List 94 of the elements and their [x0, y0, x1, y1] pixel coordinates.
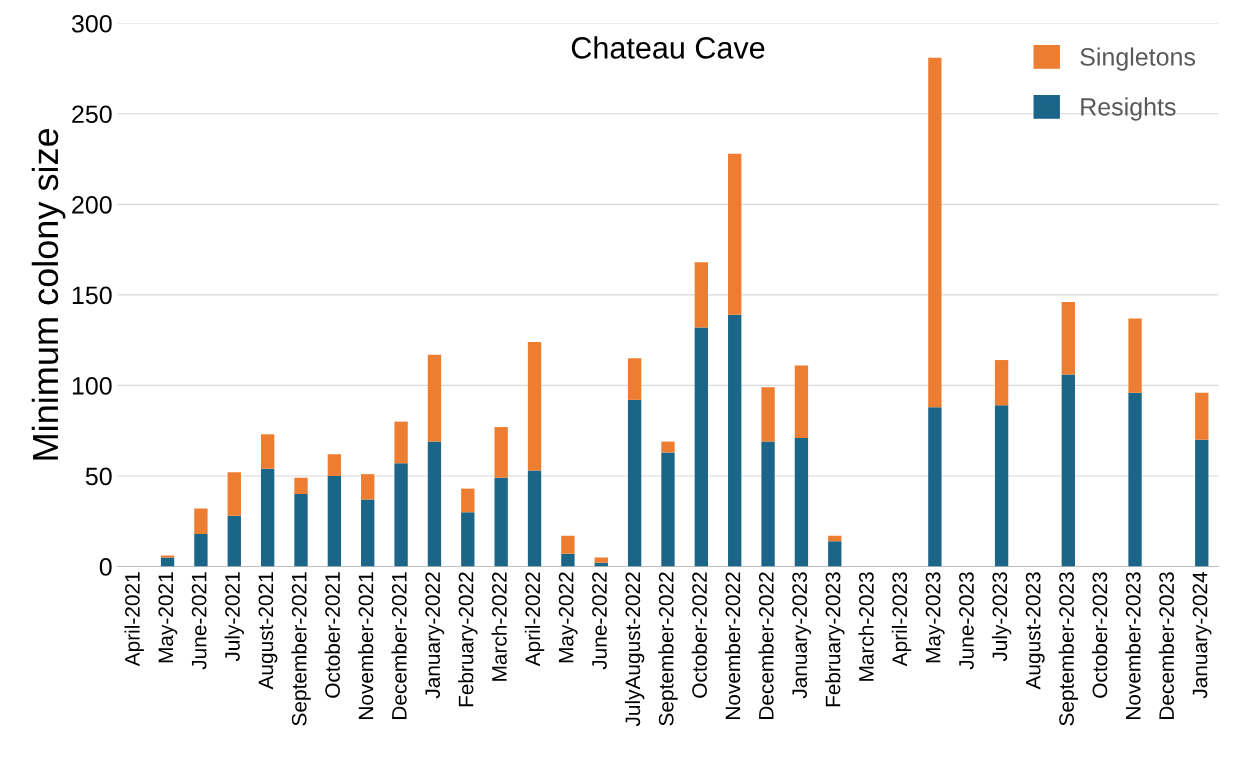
bar — [461, 488, 475, 513]
bar — [828, 541, 842, 567]
bar — [461, 512, 475, 567]
legend-label: Singletons — [1080, 47, 1196, 71]
x-tick-label: February-2023 — [825, 572, 845, 707]
x-tick-label: September-2023 — [1058, 572, 1079, 726]
x-tick-label: October-2021 — [324, 572, 340, 698]
x-tick-label: August-2021 — [258, 572, 278, 690]
bar — [260, 434, 275, 469]
bar — [928, 57, 942, 408]
bar — [361, 474, 375, 500]
x-tick-label: March-2023 — [858, 572, 874, 681]
x-tick-label: September-2021 — [291, 572, 311, 726]
x-tick-label: June-2021 — [191, 572, 207, 670]
bar — [1128, 318, 1142, 393]
x-tick-label: March-2022 — [491, 572, 507, 681]
x-tick-label: July-2023 — [991, 572, 1012, 662]
bar — [294, 477, 308, 495]
y-tick-label: 200 — [72, 195, 112, 214]
bar — [794, 437, 809, 567]
bar — [527, 341, 542, 471]
x-tick-label: January-2024 — [1192, 571, 1212, 699]
bar — [561, 535, 575, 554]
bar — [327, 454, 342, 476]
x-tick-label: September-2022 — [658, 572, 678, 726]
y-tick-label: 100 — [72, 377, 112, 395]
bar — [227, 472, 241, 516]
y-tick-label: 50 — [85, 467, 112, 486]
x-tick-label: May-2021 — [158, 572, 178, 663]
x-tick-label: November-2021 — [358, 572, 374, 719]
bar — [294, 494, 308, 567]
chart-title: Chateau Cave — [571, 36, 765, 59]
bar — [627, 399, 642, 567]
x-tick-label: October-2023 — [1091, 572, 1108, 698]
bar — [1195, 392, 1209, 440]
bar — [194, 508, 208, 534]
bar — [627, 358, 642, 400]
bar — [728, 314, 742, 567]
x-tick-label: February-2022 — [458, 572, 478, 707]
bar — [728, 153, 742, 315]
x-tick-label: December-2021 — [391, 572, 407, 719]
bar — [561, 553, 575, 567]
x-tick-label: November-2022 — [724, 572, 741, 719]
x-tick-label: November-2023 — [1125, 572, 1141, 719]
x-tick-label: October-2022 — [691, 572, 707, 698]
bar — [1061, 302, 1075, 375]
x-tick-label: June-2023 — [959, 572, 974, 670]
x-tick-label: December-2022 — [758, 572, 774, 719]
bar — [661, 441, 675, 453]
x-tick-label: January-2023 — [792, 572, 812, 699]
y-tick-label: 300 — [71, 14, 112, 33]
bar — [227, 515, 241, 567]
bar — [928, 407, 942, 567]
x-tick-label: July-2021 — [224, 572, 244, 662]
bar — [828, 535, 842, 542]
bar — [994, 360, 1009, 406]
bar — [694, 262, 709, 328]
legend-label: Resights — [1081, 97, 1176, 121]
x-tick-label: January-2022 — [425, 572, 445, 699]
bar — [794, 365, 809, 438]
x-tick-label: JulyAugust-2022 — [624, 572, 645, 727]
x-tick-label: April-2023 — [891, 572, 912, 667]
bar — [494, 477, 508, 567]
bar — [1061, 374, 1075, 567]
bar — [160, 557, 175, 567]
bar — [761, 441, 775, 567]
bar — [594, 557, 608, 563]
bar — [260, 468, 275, 567]
x-tick-label: May-2023 — [925, 572, 945, 663]
bar — [994, 405, 1009, 567]
bar — [394, 463, 408, 567]
x-tick-label: December-2023 — [1158, 572, 1174, 719]
y-tick-label: 0 — [99, 558, 112, 576]
bar — [1128, 392, 1142, 567]
x-tick-label: May-2022 — [558, 572, 578, 663]
x-tick-label: June-2022 — [592, 572, 607, 670]
x-tick-label: April-2021 — [124, 572, 144, 667]
bar — [527, 470, 542, 567]
bar — [427, 354, 442, 442]
bar — [694, 327, 709, 567]
x-tick-label: April-2022 — [524, 572, 545, 667]
y-tick-label: 250 — [72, 105, 112, 124]
x-tick-label: August-2023 — [1025, 572, 1045, 690]
bar — [361, 499, 375, 567]
bar — [327, 475, 342, 567]
y-tick-label: 150 — [72, 286, 112, 305]
bar — [427, 441, 442, 567]
bar — [194, 533, 208, 567]
bar — [494, 427, 508, 478]
bar — [661, 452, 675, 567]
bar — [761, 387, 775, 442]
bar — [394, 421, 408, 464]
bar — [1195, 439, 1209, 567]
y-axis-title: Minimum colony size — [31, 128, 66, 460]
